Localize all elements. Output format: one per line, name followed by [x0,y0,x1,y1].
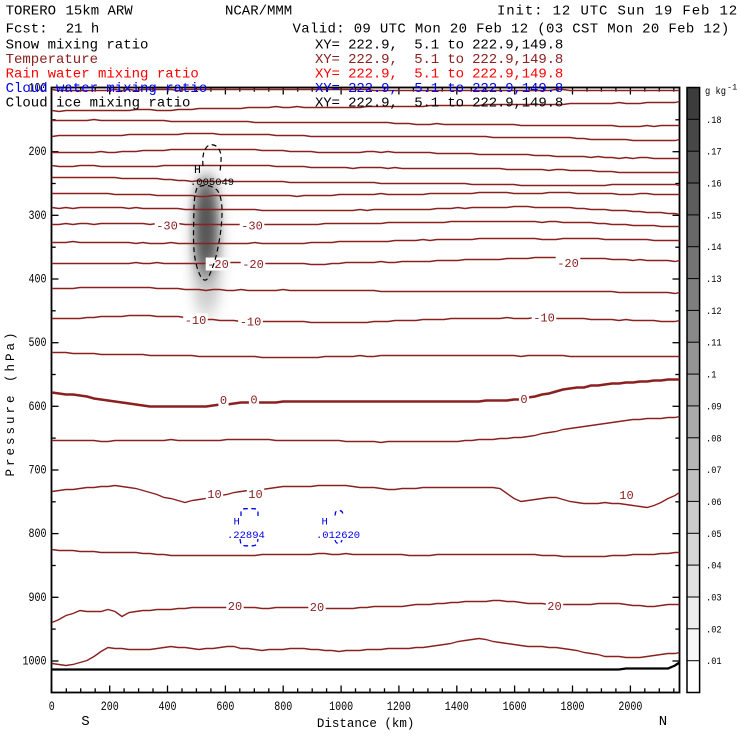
svg-text:N: N [659,714,667,730]
svg-text:0: 0 [250,394,257,408]
svg-text:400: 400 [29,272,47,287]
svg-text:20: 20 [547,600,561,614]
svg-text:700: 700 [29,463,47,478]
svg-text:.02: .02 [706,624,722,636]
svg-text:XY= 222.9, 5.1 to 222.9,149.8: XY= 222.9, 5.1 to 222.9,149.8 [315,66,563,82]
svg-text:1400: 1400 [445,699,469,714]
svg-text:Valid: 09 UTC Mon 20 Feb 12 (0: Valid: 09 UTC Mon 20 Feb 12 (03 CST Mon … [293,21,730,37]
svg-text:10: 10 [619,489,633,503]
svg-text:S: S [81,714,89,730]
svg-text:.1: .1 [706,370,716,382]
svg-text:NCAR/MMM: NCAR/MMM [225,3,292,19]
svg-text:Fcst:: Fcst: [6,21,48,37]
svg-text:XY= 222.9, 5.1 to 222.9,149.8: XY= 222.9, 5.1 to 222.9,149.8 [315,81,563,97]
svg-text:.18: .18 [706,115,722,127]
svg-text:1000: 1000 [23,654,47,669]
svg-text:H: H [322,517,328,529]
svg-text:0: 0 [520,393,527,407]
svg-text:-10: -10 [533,312,555,326]
svg-text:.13: .13 [706,274,722,286]
svg-text:800: 800 [274,699,292,714]
svg-text:.16: .16 [706,179,722,191]
svg-text:1800: 1800 [561,699,585,714]
svg-text:.012620: .012620 [316,530,360,542]
svg-text:Init: 12 UTC Sun 19 Feb 12: Init: 12 UTC Sun 19 Feb 12 [497,3,738,19]
svg-text:10: 10 [207,488,221,502]
svg-text:800: 800 [29,526,47,541]
svg-text:.14: .14 [706,242,722,254]
svg-text:Distance (km): Distance (km) [317,717,415,731]
svg-text:.09: .09 [706,401,722,413]
svg-text:.06: .06 [706,497,722,509]
svg-text:15km ARW: 15km ARW [66,3,134,19]
svg-text:-10: -10 [185,314,207,328]
svg-text:600: 600 [216,699,234,714]
svg-text:-20: -20 [242,258,264,272]
svg-text:H: H [234,517,240,529]
svg-text:.03: .03 [706,593,722,605]
svg-text:900: 900 [29,590,47,605]
svg-text:.07: .07 [706,465,722,477]
svg-text:g kg: g kg [705,86,726,98]
svg-text:.12: .12 [706,306,722,318]
svg-text:10: 10 [248,488,262,502]
svg-text:20: 20 [310,601,324,615]
svg-text:.005049: .005049 [190,177,234,189]
svg-text:Cloud water mixing ratio: Cloud water mixing ratio [6,81,208,97]
svg-text:.05: .05 [706,529,722,541]
svg-text:Cloud ice mixing ratio: Cloud ice mixing ratio [6,95,191,111]
svg-text:200: 200 [101,699,119,714]
svg-text:21 h: 21 h [66,21,100,37]
svg-text:-20: -20 [207,258,229,272]
svg-text:0: 0 [220,394,227,408]
svg-text:1000: 1000 [329,699,353,714]
svg-text:.11: .11 [706,338,722,350]
svg-text:.22894: .22894 [227,530,265,542]
svg-text:20: 20 [228,600,242,614]
svg-text:100: 100 [29,81,47,96]
svg-text:600: 600 [29,399,47,414]
svg-text:-30: -30 [241,220,263,234]
svg-text:0: 0 [49,699,55,714]
svg-text:.01: .01 [706,656,722,668]
svg-text:Rain water mixing ratio: Rain water mixing ratio [6,66,199,82]
svg-text:Pressure (hPa): Pressure (hPa) [4,329,18,476]
svg-text:-20: -20 [557,257,579,271]
svg-text:1200: 1200 [387,699,411,714]
svg-text:.15: .15 [706,210,722,222]
svg-text:2000: 2000 [618,699,642,714]
svg-text:H: H [194,164,201,177]
svg-text:.08: .08 [706,433,722,445]
svg-text:XY= 222.9, 5.1 to 222.9,149.8: XY= 222.9, 5.1 to 222.9,149.8 [315,37,563,53]
svg-text:200: 200 [29,144,47,159]
svg-text:300: 300 [29,208,47,223]
svg-text:1600: 1600 [503,699,527,714]
svg-text:TORERO: TORERO [6,3,56,19]
svg-text:Snow mixing ratio: Snow mixing ratio [6,37,149,53]
svg-text:-1: -1 [727,83,737,93]
svg-text:XY= 222.9, 5.1 to 222.9,149.8: XY= 222.9, 5.1 to 222.9,149.8 [315,52,563,68]
svg-text:-30: -30 [156,220,178,234]
svg-text:-10: -10 [240,316,262,330]
svg-text:400: 400 [159,699,177,714]
svg-text:500: 500 [29,335,47,350]
svg-text:XY= 222.9, 5.1 to 222.9,149.8: XY= 222.9, 5.1 to 222.9,149.8 [315,95,563,111]
svg-text:Temperature: Temperature [6,52,98,68]
svg-text:.04: .04 [706,561,722,573]
svg-text:.17: .17 [706,147,722,159]
